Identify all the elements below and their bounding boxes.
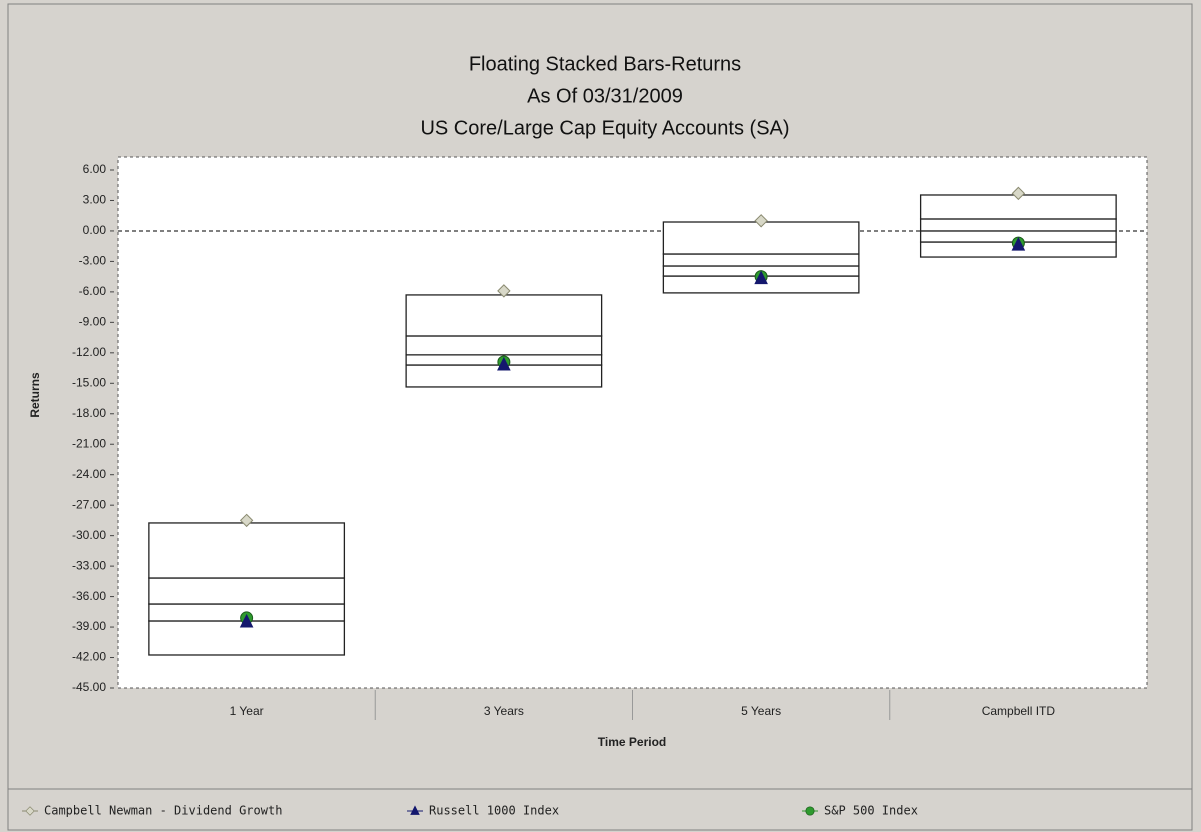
bar-segment bbox=[148, 577, 346, 605]
point-marker bbox=[239, 513, 254, 528]
y-tick-label: -15.00 bbox=[72, 375, 106, 389]
legend-marker bbox=[410, 805, 420, 815]
y-tick-label: -24.00 bbox=[72, 467, 106, 481]
point-marker bbox=[1011, 237, 1026, 251]
chart-title: Floating Stacked Bars-Returns bbox=[469, 53, 741, 75]
bar-segment bbox=[148, 522, 346, 579]
x-tick-label: 1 Year bbox=[230, 704, 264, 718]
point-marker bbox=[754, 270, 768, 285]
x-axis-title: Time Period bbox=[598, 735, 666, 749]
legend-marker bbox=[805, 806, 815, 816]
point-marker bbox=[239, 613, 254, 628]
legend-label: Russell 1000 Index bbox=[429, 804, 559, 818]
point-marker bbox=[1011, 186, 1026, 201]
y-tick-label: -36.00 bbox=[72, 589, 106, 603]
y-tick-label: 3.00 bbox=[83, 193, 107, 207]
legend-label: Campbell Newman - Dividend Growth bbox=[44, 804, 282, 818]
bar-segment bbox=[662, 253, 860, 267]
y-axis-title: Returns bbox=[28, 372, 42, 418]
point-marker bbox=[497, 356, 511, 371]
x-tick-label: 3 Years bbox=[484, 704, 524, 718]
bar-segment bbox=[405, 294, 603, 337]
y-tick-label: -33.00 bbox=[72, 558, 106, 572]
y-tick-label: -30.00 bbox=[72, 528, 106, 542]
y-tick-label: -12.00 bbox=[72, 345, 106, 359]
point-marker bbox=[497, 284, 511, 298]
bar-segment bbox=[919, 218, 1117, 232]
y-tick-label: -6.00 bbox=[79, 284, 107, 298]
x-tick-label: 5 Years bbox=[741, 704, 781, 718]
x-tick-label: Campbell ITD bbox=[982, 704, 1056, 718]
y-tick-label: -45.00 bbox=[72, 680, 106, 694]
y-tick-label: -39.00 bbox=[72, 619, 106, 633]
y-tick-label: 6.00 bbox=[83, 162, 107, 176]
y-tick-label: -27.00 bbox=[72, 497, 106, 511]
chart-subtitle: As Of 03/31/2009 bbox=[527, 85, 683, 107]
y-tick-label: -21.00 bbox=[72, 436, 106, 450]
y-tick-label: -18.00 bbox=[72, 406, 106, 420]
legend-label: S&P 500 Index bbox=[824, 804, 918, 818]
bar-segment bbox=[405, 335, 603, 356]
y-tick-label: -42.00 bbox=[72, 650, 106, 664]
legend-marker bbox=[25, 806, 35, 816]
point-marker bbox=[754, 214, 768, 228]
chart-subtitle: US Core/Large Cap Equity Accounts (SA) bbox=[420, 117, 789, 139]
y-tick-label: -3.00 bbox=[79, 254, 107, 268]
y-tick-label: -9.00 bbox=[79, 315, 107, 329]
y-tick-label: 0.00 bbox=[83, 223, 107, 237]
